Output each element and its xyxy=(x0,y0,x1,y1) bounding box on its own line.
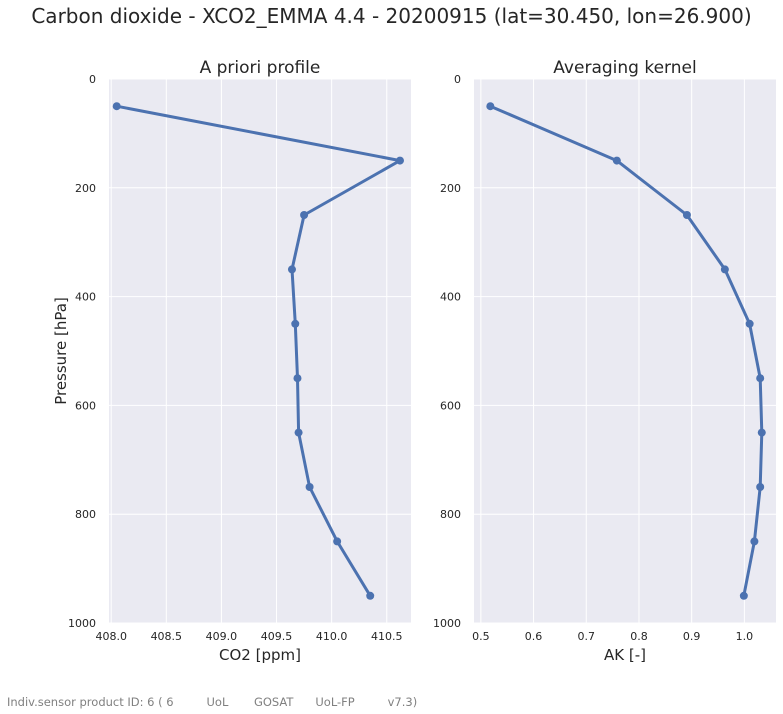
y-axis-label: Pressure [hPa] xyxy=(52,297,70,405)
x-tick-label: 0.8 xyxy=(630,630,648,643)
y-tick-label: 0 xyxy=(454,73,461,86)
data-point xyxy=(112,102,121,111)
x-tick-label: 409.5 xyxy=(261,630,293,643)
panel-title: A priori profile xyxy=(200,58,321,78)
data-point xyxy=(366,591,375,600)
data-point xyxy=(745,319,754,328)
y-tick-label: 400 xyxy=(440,291,461,304)
data-point xyxy=(750,537,759,546)
data-point xyxy=(291,319,300,328)
data-point xyxy=(756,483,765,491)
panel-1: 408.0 408.5 409.0 409.5 410.0 410.5 0 200 400 600… xyxy=(52,58,411,664)
data-point xyxy=(486,102,495,111)
data-point xyxy=(756,374,765,383)
y-tick-label: 1000 xyxy=(433,617,461,630)
y-tick-label: 600 xyxy=(75,399,96,412)
x-tick-label: 410.5 xyxy=(371,630,403,643)
data-point xyxy=(739,591,748,600)
data-point xyxy=(395,156,404,165)
x-tick-label: 1.0 xyxy=(736,630,754,643)
series-line xyxy=(488,104,764,598)
y-tick-label: 800 xyxy=(75,508,96,521)
data-point xyxy=(757,428,766,437)
y-tick-label: 400 xyxy=(75,291,96,304)
data-point xyxy=(333,537,342,546)
x-axis-label: CO2 [ppm] xyxy=(219,646,301,664)
x-axis-label: AK [-] xyxy=(604,646,646,664)
x-tick-label: 408.5 xyxy=(151,630,183,643)
panel-title: Averaging kernel xyxy=(553,58,696,78)
data-point xyxy=(305,483,314,491)
data-point xyxy=(293,374,302,383)
y-tick-label: 1000 xyxy=(68,617,96,630)
x-tick-label: 0.5 xyxy=(472,630,490,643)
data-point xyxy=(287,265,296,274)
x-tick-label: 0.9 xyxy=(683,630,701,643)
x-tick-label: 0.7 xyxy=(578,630,596,643)
y-tick-label: 600 xyxy=(440,399,461,412)
y-tick-label: 200 xyxy=(440,182,461,195)
data-point xyxy=(612,156,621,165)
sensor-product-note: Indiv.sensor product ID: 6 ( 6 UoL GOSAT… xyxy=(7,695,418,709)
data-point xyxy=(294,428,303,437)
data-point xyxy=(300,211,309,219)
y-tick-label: 0 xyxy=(89,73,96,86)
figure-title: Carbon dioxide - XCO2_EMMA 4.4 - 2020091… xyxy=(31,4,752,28)
series-line xyxy=(115,104,402,598)
y-tick-label: 200 xyxy=(75,182,96,195)
x-tick-label: 410.0 xyxy=(316,630,348,643)
x-tick-label: 0.6 xyxy=(525,630,543,643)
x-tick-label: 409.0 xyxy=(206,630,238,643)
plot-area xyxy=(474,79,776,623)
data-point xyxy=(682,211,691,219)
plot-area xyxy=(109,79,411,623)
data-point xyxy=(720,265,729,274)
y-tick-label: 800 xyxy=(440,508,461,521)
x-tick-label: 408.0 xyxy=(95,630,127,643)
panel-2: 0.5 0.6 0.7 0.8 0.9 1.0 0 200 400 600 800 1000 Avera… xyxy=(433,58,776,664)
